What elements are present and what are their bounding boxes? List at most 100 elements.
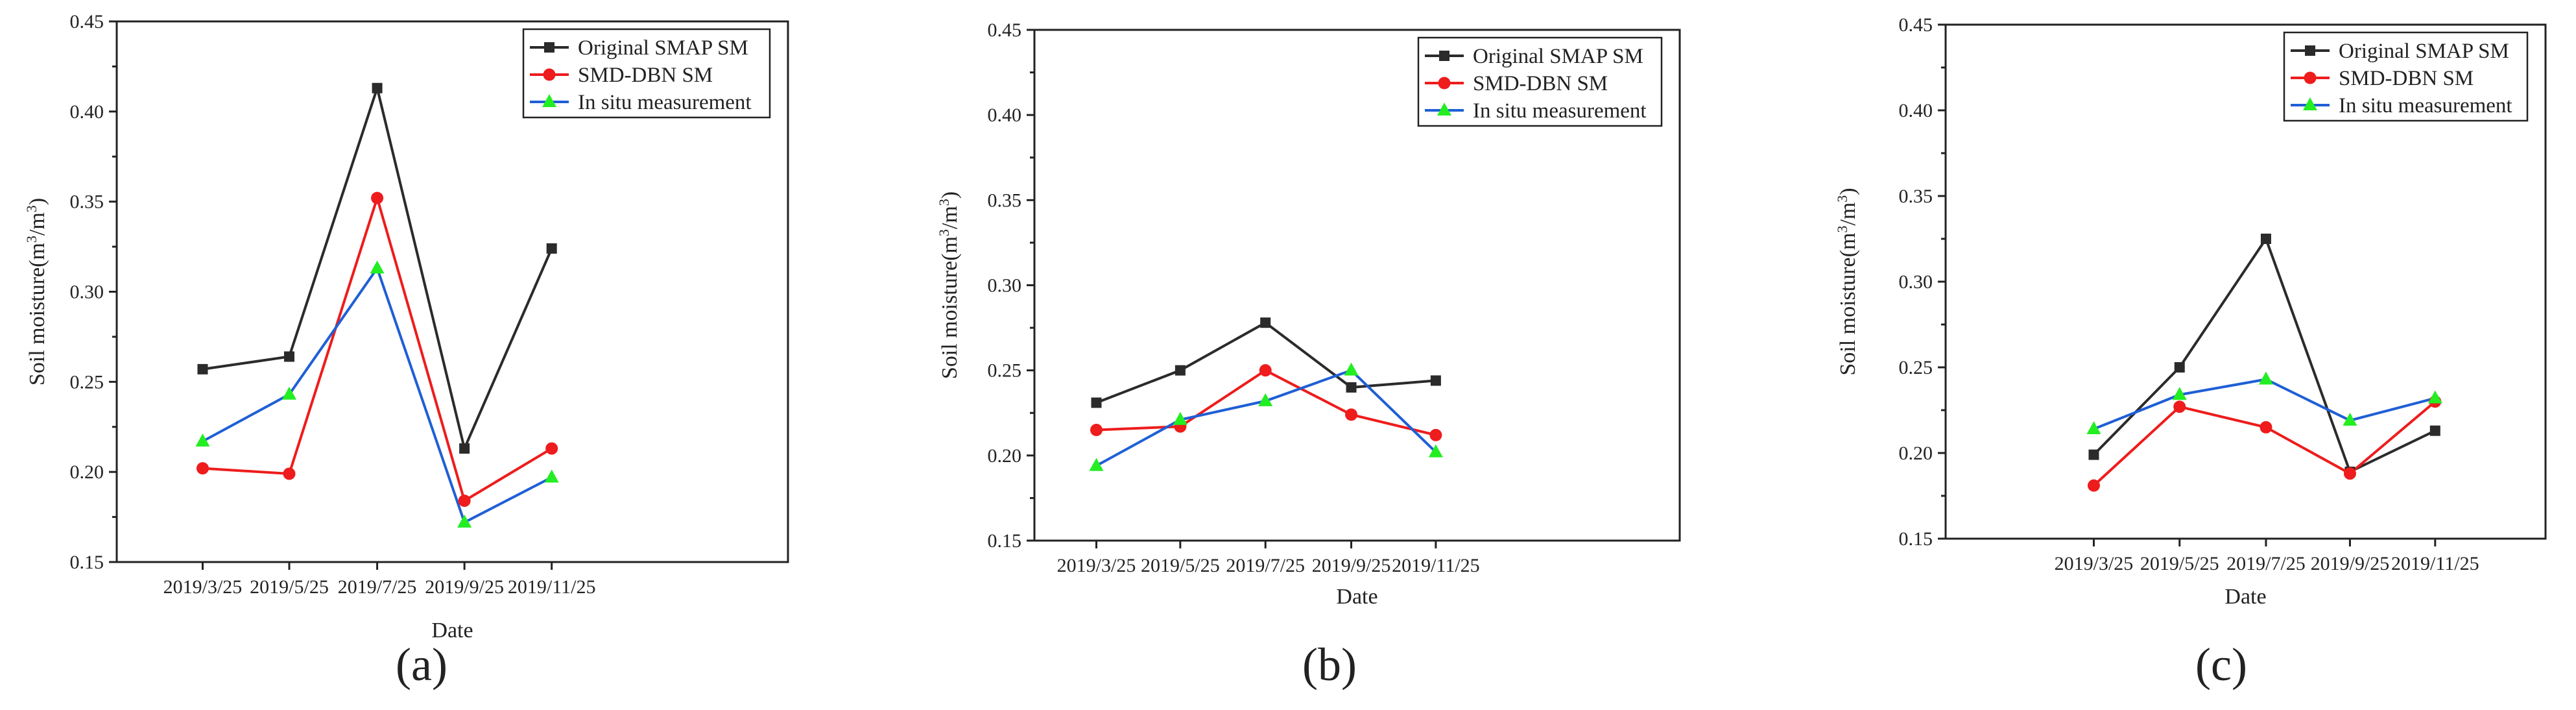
data-point-triangle: [370, 260, 385, 274]
legend-marker-square: [1439, 51, 1449, 61]
series-line-triangle: [202, 265, 553, 524]
data-point-square: [197, 363, 208, 374]
x-tick-label: 2019/3/25: [1057, 555, 1136, 576]
legend-label: Original SMAP SM: [1473, 45, 1643, 68]
legend-marker-square: [544, 42, 555, 53]
data-point-square: [1175, 365, 1186, 376]
data-point-triangle: [2427, 390, 2442, 404]
y-tick-label: 0.20: [70, 461, 104, 483]
data-point-circle: [371, 191, 384, 204]
data-point-triangle: [2086, 421, 2101, 435]
x-tick-label: 2019/3/25: [163, 576, 243, 598]
data-point-circle: [1259, 364, 1272, 377]
data-point-square: [2174, 362, 2185, 373]
x-tick-label: 2019/9/25: [1312, 555, 1391, 576]
data-point-circle: [2260, 421, 2272, 434]
y-tick-label: 0.35: [988, 190, 1022, 211]
y-tick-label: 0.25: [988, 360, 1022, 382]
data-point-triangle: [2258, 371, 2273, 385]
y-tick-label: 0.30: [988, 275, 1022, 297]
legend-label: In situ measurement: [578, 91, 752, 114]
legend-marker-circle: [1438, 77, 1451, 90]
legend-label: Original SMAP SM: [578, 36, 748, 60]
y-tick-label: 0.30: [1899, 271, 1933, 293]
y-tick-label: 0.40: [1899, 100, 1933, 121]
x-tick-label: 2019/9/25: [425, 576, 504, 598]
data-point-square: [1260, 317, 1271, 328]
x-tick-label: 2019/5/25: [250, 576, 329, 598]
data-point-square: [1346, 382, 1357, 393]
y-tick-label: 0.25: [70, 371, 104, 393]
panel-a: 0.15 0.20 0.25 0.30 0.35 0.40 0.45 2019/3/25 201…: [23, 11, 789, 691]
legend-marker-triangle: [542, 94, 556, 107]
data-point-square: [2260, 234, 2271, 244]
data-point-triangle: [457, 514, 472, 528]
legend-label: In situ measurement: [2339, 94, 2512, 117]
data-point-triangle: [195, 433, 210, 447]
data-point-square: [372, 82, 383, 93]
panel-label: (a): [396, 639, 447, 691]
x-tick-label: 2019/11/25: [508, 576, 596, 598]
x-axis-title: Date: [1336, 585, 1377, 609]
y-axis-title: Soil moisture(m3/m3): [936, 191, 962, 379]
data-point-square: [1091, 397, 1102, 408]
x-tick-label: 2019/7/25: [2226, 553, 2306, 574]
y-tick-label: 0.30: [70, 282, 104, 303]
series-line-square: [1095, 321, 1437, 404]
y-tick-label: 0.35: [1899, 186, 1933, 207]
y-tick-label: 0.35: [70, 191, 104, 213]
data-point-square: [2429, 425, 2440, 436]
panel-label: (b): [1302, 639, 1357, 691]
legend-marker-circle: [543, 68, 556, 81]
data-point-square: [546, 243, 557, 254]
data-point-triangle: [2343, 412, 2357, 426]
data-point-triangle: [1089, 458, 1104, 471]
data-point-circle: [2087, 479, 2100, 492]
series-line-circle: [202, 193, 553, 503]
legend-label: In situ measurement: [1473, 99, 1647, 123]
data-point-triangle: [281, 386, 296, 400]
data-point-square: [2088, 449, 2099, 460]
series-line-circle: [2093, 400, 2437, 487]
x-tick-label: 2019/3/25: [2055, 553, 2134, 574]
y-tick-label: 0.15: [988, 530, 1022, 552]
data-point-triangle: [1258, 393, 1273, 406]
x-tick-label: 2019/5/25: [2140, 553, 2219, 574]
data-point-triangle: [1173, 411, 1187, 425]
y-tick-label: 0.40: [70, 101, 104, 123]
x-tick-label: 2019/7/25: [1226, 555, 1305, 576]
legend-label: Original SMAP SM: [2339, 40, 2509, 63]
data-point-square: [283, 351, 294, 362]
legend-marker-triangle: [2303, 97, 2317, 110]
y-tick-label: 0.45: [1899, 14, 1933, 36]
y-tick-label: 0.45: [70, 11, 104, 32]
data-point-circle: [283, 467, 296, 480]
panel-c: 0.15 0.20 0.25 0.30 0.35 0.40 0.45 2019/3/25 201…: [1834, 14, 2547, 691]
y-axis-title: Soil moisture(m3/m3): [1834, 188, 1860, 375]
legend-marker-circle: [2304, 71, 2317, 84]
x-tick-label: 2019/11/25: [2391, 553, 2479, 574]
data-point-circle: [2343, 467, 2356, 480]
data-point-circle: [2173, 400, 2186, 413]
data-point-triangle: [2172, 387, 2187, 400]
y-tick-label: 0.20: [1899, 443, 1933, 464]
x-tick-label: 2019/5/25: [1141, 555, 1220, 576]
x-axis-title: Date: [431, 618, 473, 643]
data-point-triangle: [544, 469, 559, 483]
y-tick-label: 0.40: [988, 104, 1022, 126]
data-point-circle: [196, 462, 209, 475]
y-tick-label: 0.45: [988, 19, 1022, 41]
y-tick-label: 0.15: [70, 552, 104, 573]
y-tick-label: 0.20: [988, 445, 1022, 467]
data-point-circle: [1345, 408, 1358, 421]
data-point-circle: [458, 495, 471, 508]
data-point-square: [459, 443, 470, 454]
data-point-circle: [1429, 428, 1442, 441]
x-axis-title: Date: [2224, 585, 2266, 609]
panel-label: (c): [2195, 639, 2247, 691]
legend-label: SMD-DBN SM: [2339, 67, 2474, 90]
x-tick-label: 2019/11/25: [1392, 555, 1480, 576]
legend-label: SMD-DBN SM: [1473, 72, 1608, 95]
